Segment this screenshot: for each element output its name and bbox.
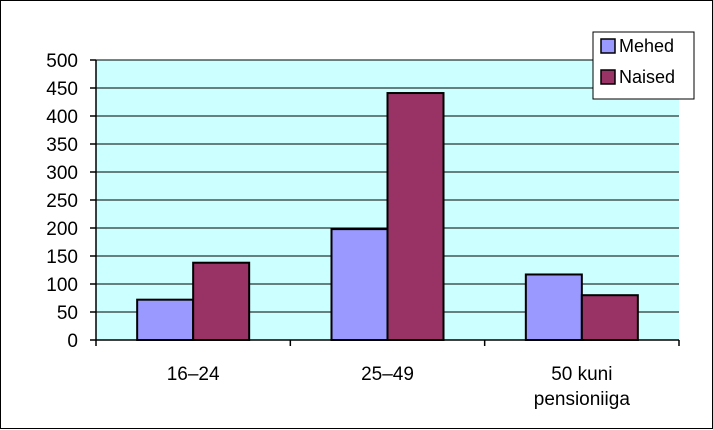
x-category-label: 25–49 [361, 364, 414, 385]
y-axis-ticks: 0 50 100 150 200 250 300 350 400 450 500 [46, 51, 96, 352]
y-tick-label: 300 [46, 163, 78, 184]
legend: Mehed Naised [592, 31, 695, 100]
y-tick-label: 150 [46, 247, 78, 268]
y-tick-label: 250 [46, 191, 78, 212]
legend-label-naised: Naised [619, 67, 675, 87]
y-tick-label: 400 [46, 107, 78, 128]
y-tick-label: 50 [57, 303, 78, 324]
bar-mehed-0 [136, 298, 195, 341]
legend-swatch-mehed [600, 38, 616, 54]
y-tick-label: 200 [46, 219, 78, 240]
legend-label-mehed: Mehed [619, 36, 674, 56]
x-category-label: pensioniiga [534, 389, 631, 410]
bar-naised-0 [192, 261, 251, 341]
x-category-label: 16–24 [167, 364, 220, 385]
y-tick-label: 450 [46, 79, 78, 100]
y-tick-label: 0 [67, 331, 78, 352]
legend-swatch-naised [600, 69, 616, 85]
x-category-label: 50 kuni [551, 364, 612, 385]
bar-naised-2 [580, 294, 639, 342]
x-axis-labels: 16–24 25–49 50 kuni pensioniiga [167, 364, 631, 410]
y-tick-label: 100 [46, 275, 78, 296]
bar-mehed-2 [524, 273, 583, 342]
y-tick-label: 500 [46, 51, 78, 72]
y-tick-label: 350 [46, 135, 78, 156]
bars [136, 92, 639, 342]
bar-mehed-1 [330, 228, 389, 341]
bar-naised-1 [386, 92, 445, 342]
